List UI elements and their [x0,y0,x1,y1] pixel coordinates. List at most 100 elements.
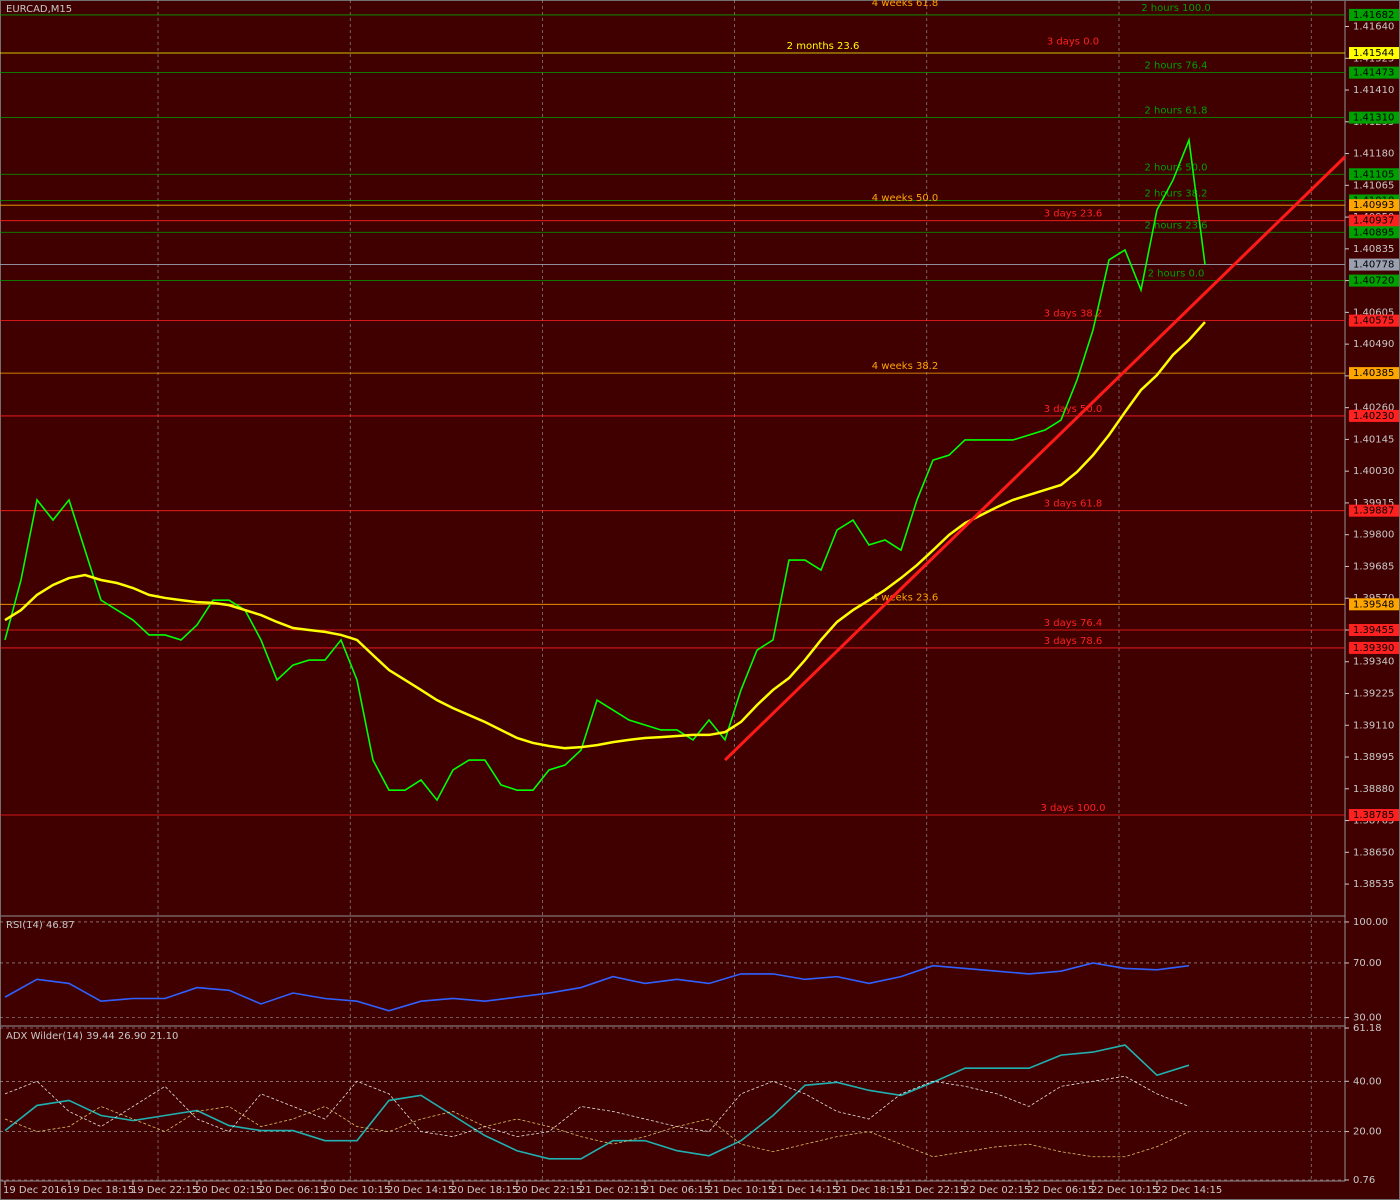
price-tag [1349,47,1399,60]
fib-label: 2 hours 61.8 [1144,106,1207,117]
fib-label: 4 weeks 61.8 [872,0,938,9]
price-tag [1349,504,1399,517]
y-tick-label: 61.18 [1353,1023,1382,1034]
y-tick-label: 1.39225 [1353,688,1394,699]
price-tag-label: 1.38785 [1353,810,1394,821]
x-tick-label: 20 Dec 14:15 [387,1185,454,1196]
price-tag-label: 1.40230 [1353,411,1394,422]
price-tag-label: 1.39390 [1353,643,1394,654]
fib-label: 2 hours 50.0 [1144,162,1207,173]
x-tick-label: 19 Dec 22:15 [131,1185,198,1196]
x-tick-label: 20 Dec 18:15 [451,1185,518,1196]
y-tick-label: 40.00 [1353,1076,1382,1087]
price-tag-label: 1.40720 [1353,276,1394,287]
x-tick-label: 20 Dec 22:15 [515,1185,582,1196]
y-tick-label: 20.00 [1353,1127,1382,1138]
y-tick-label: 1.41410 [1353,85,1394,96]
price-tag [1349,111,1399,124]
price-tag [1349,623,1399,636]
y-tick-label: 30.00 [1353,1013,1382,1024]
fib-label: 3 days 50.0 [1044,404,1103,415]
x-tick-label: 21 Dec 06:15 [643,1185,710,1196]
x-tick-label: 21 Dec 22:15 [899,1185,966,1196]
price-tag [1349,168,1399,181]
x-tick-label: 20 Dec 10:15 [323,1185,390,1196]
price-tag [1349,258,1399,271]
y-tick-label: 1.40030 [1353,466,1394,477]
price-tag-label: 1.40993 [1353,200,1394,211]
x-tick-label: 19 Dec 18:15 [67,1185,134,1196]
x-tick-label: 20 Dec 06:15 [259,1185,326,1196]
fib-label: 2 hours 76.4 [1144,61,1207,72]
series-line [4,136,1206,802]
x-tick-label: 21 Dec 10:15 [707,1185,774,1196]
trendline [723,155,1347,762]
y-tick-label: 1.39110 [1353,720,1394,731]
fib-label: 3 days 76.4 [1044,618,1103,629]
fib-label: 2 hours 38.2 [1144,189,1207,200]
fib-label: 3 days 23.6 [1044,209,1103,220]
x-tick-label: 22 Dec 02:15 [963,1185,1030,1196]
price-tag-label: 1.40778 [1353,260,1394,271]
fib-label: 3 days 38.2 [1044,309,1103,320]
adx-title: ADX Wilder(14) 39.44 26.90 21.10 [6,1031,178,1042]
fib-label: 4 weeks 38.2 [872,361,938,372]
y-tick-label: 1.40145 [1353,434,1394,445]
y-tick-label: 1.41640 [1353,22,1394,33]
x-tick-label: 22 Dec 10:15 [1091,1185,1158,1196]
x-tick-label: 22 Dec 14:15 [1155,1185,1222,1196]
price-tag [1349,214,1399,227]
price-tag-label: 1.40385 [1353,368,1394,379]
y-tick-label: 1.39800 [1353,530,1394,541]
series-line [4,1044,1190,1160]
price-tag-label: 1.41682 [1353,10,1394,21]
price-tag [1349,409,1399,422]
price-tag-label: 1.41544 [1353,48,1394,59]
series-line [4,1075,1190,1138]
price-tag-label: 1.40895 [1353,227,1394,238]
price-tag-label: 1.41473 [1353,68,1394,79]
price-tag [1349,66,1399,79]
price-tag [1349,598,1399,611]
price-tag-label: 1.40575 [1353,316,1394,327]
x-tick-label: 20 Dec 02:15 [195,1185,262,1196]
chart-title: EURCAD,M15 [6,4,72,15]
price-tag [1349,226,1399,239]
y-tick-label: 1.38765 [1353,816,1394,827]
fib-label: 3 days 61.8 [1044,499,1103,510]
y-tick-label: 0.76 [1353,1175,1375,1186]
price-tag-label: 1.40937 [1353,216,1394,227]
price-tag-label: 1.39887 [1353,506,1394,517]
y-tick-label: 1.39340 [1353,657,1394,668]
x-tick-label: 21 Dec 14:15 [771,1185,838,1196]
fib-label: 3 days 100.0 [1041,803,1106,814]
x-tick-label: 21 Dec 02:15 [579,1185,646,1196]
series-line [4,321,1206,750]
y-tick-label: 1.40835 [1353,244,1394,255]
y-tick-label: 1.38995 [1353,752,1394,763]
price-tag-label: 1.39548 [1353,599,1394,610]
price-tag-label: 1.39455 [1353,625,1394,636]
price-tag-label: 1.41105 [1353,169,1394,180]
y-tick-label: 1.39685 [1353,561,1394,572]
series-line [4,1105,1190,1158]
x-tick-label: 22 Dec 06:15 [1027,1185,1094,1196]
price-tag [1349,199,1399,212]
y-tick-label: 70.00 [1353,958,1382,969]
y-tick-label: 1.40605 [1353,307,1394,318]
fib-label: 4 weeks 23.6 [872,592,938,603]
y-tick-label: 1.38535 [1353,879,1394,890]
y-tick-label: 1.39915 [1353,498,1394,509]
fib-label: 2 hours 23.6 [1144,220,1207,231]
rsi-title: RSI(14) 46.87 [6,920,75,931]
price-tag [1349,809,1399,822]
fib-label: 3 days 78.6 [1044,636,1103,647]
price-tag [1349,274,1399,287]
x-tick-label: 19 Dec 2016 [3,1185,67,1196]
price-tag [1349,641,1399,654]
y-tick-label: 1.41180 [1353,149,1394,160]
fib-label: 3 days 0.0 [1047,37,1099,48]
price-tag-label: 1.41310 [1353,113,1394,124]
